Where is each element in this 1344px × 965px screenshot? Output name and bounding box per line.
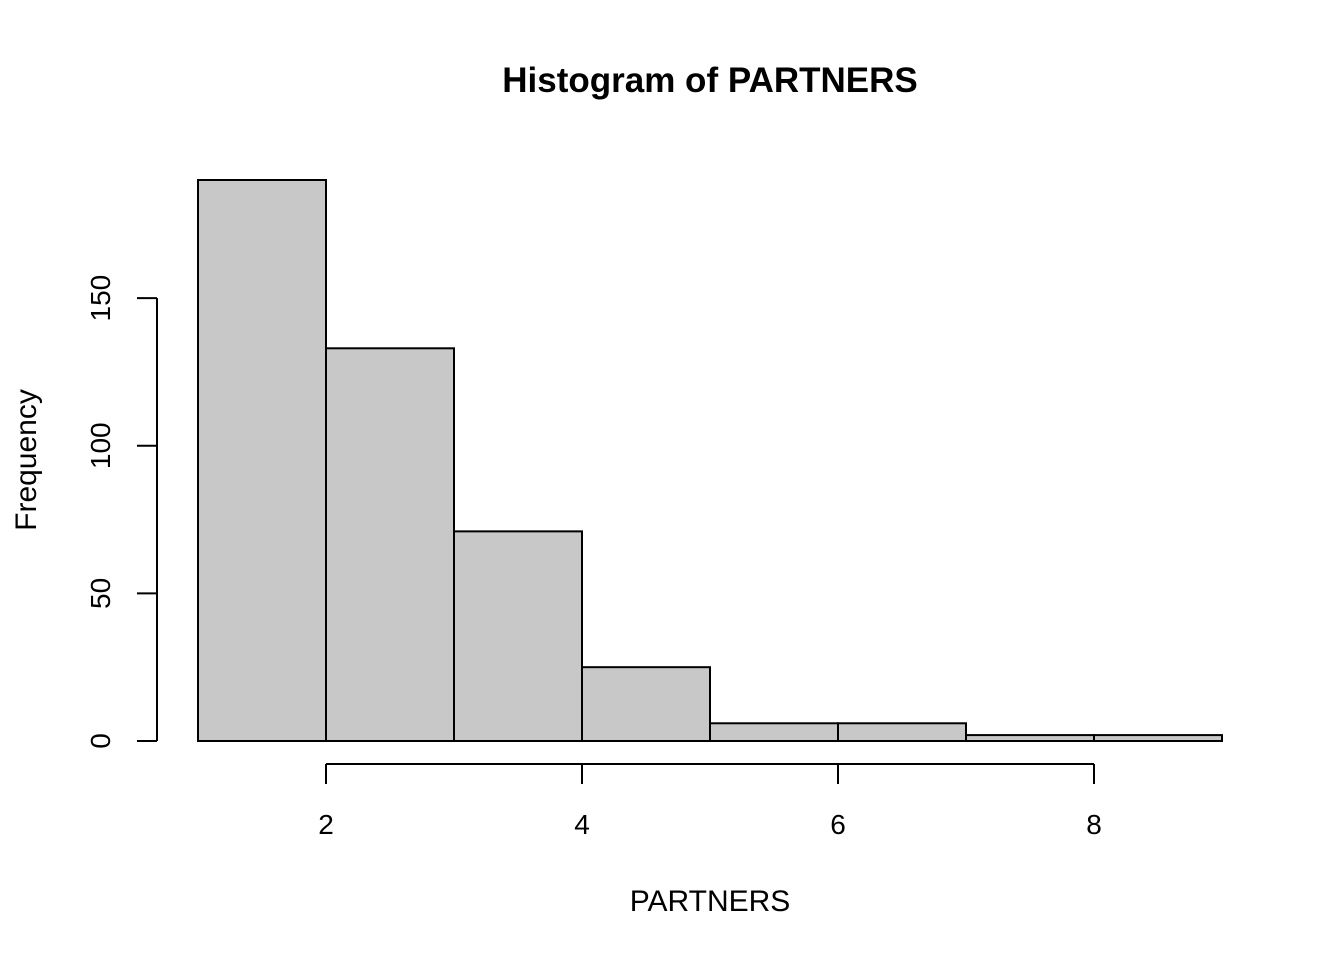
y-tick-label: 0 <box>85 733 116 749</box>
x-tick-label: 2 <box>318 809 334 840</box>
histogram-bar-5 <box>709 722 839 743</box>
x-tick-label: 4 <box>574 809 590 840</box>
x-tick-label: 6 <box>830 809 846 840</box>
x-axis-label: PARTNERS <box>630 885 791 918</box>
y-tick-label: 50 <box>85 578 116 609</box>
histogram-bar-1 <box>197 179 327 742</box>
y-axis-label: Frequency <box>10 389 43 531</box>
chart-title: Histogram of PARTNERS <box>502 61 918 100</box>
x-axis: 2 4 6 8 <box>318 763 1102 840</box>
histogram-bar-6 <box>837 722 967 743</box>
histogram-bar-3 <box>453 530 583 742</box>
bars-layer <box>197 179 1223 743</box>
y-tick-label: 150 <box>85 275 116 322</box>
y-tick-label: 100 <box>85 422 116 469</box>
histogram-bar-8 <box>1093 734 1223 742</box>
histogram-bar-7 <box>965 734 1095 742</box>
x-tick-label: 8 <box>1086 809 1102 840</box>
y-axis: 0 50 100 150 <box>85 275 158 749</box>
histogram-bar-4 <box>581 666 711 742</box>
histogram-bar-2 <box>325 347 455 742</box>
